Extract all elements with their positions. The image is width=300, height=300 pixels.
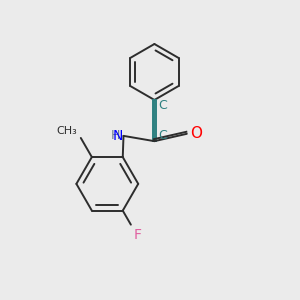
Text: C: C — [158, 129, 167, 142]
Text: O: O — [190, 126, 202, 141]
Text: N: N — [112, 129, 123, 143]
Text: H: H — [111, 129, 120, 142]
Text: CH₃: CH₃ — [56, 127, 77, 136]
Text: C: C — [158, 99, 167, 112]
Text: F: F — [134, 228, 142, 242]
